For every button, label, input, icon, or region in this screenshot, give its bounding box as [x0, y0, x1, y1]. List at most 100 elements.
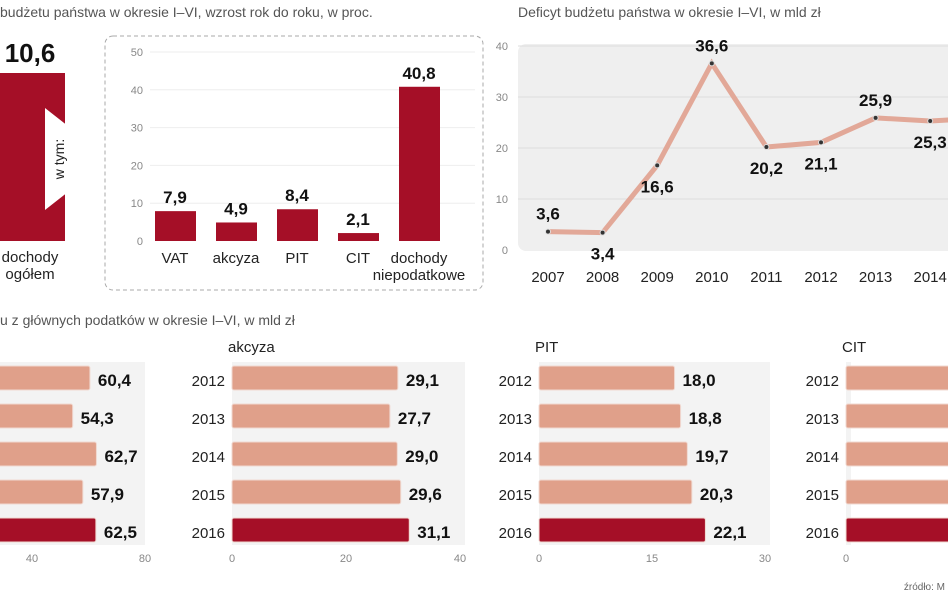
y-tick: 20	[496, 143, 508, 155]
value-label: 29,1	[406, 371, 439, 390]
value-label: 7,9	[163, 188, 187, 207]
taxes-title: u z głównych podatków w okresie I–VI, w …	[0, 312, 296, 328]
value-label: 29,0	[405, 447, 438, 466]
bar-2015	[231, 479, 402, 505]
bar-2013	[845, 403, 948, 429]
bar-2015	[0, 479, 84, 505]
bar-2013	[0, 403, 74, 429]
data-point	[818, 139, 824, 146]
value-label: 60,4	[98, 371, 132, 390]
panel-title: PIT	[535, 339, 558, 356]
y-tick: 30	[496, 92, 508, 104]
value-label: 18,8	[689, 409, 722, 428]
y-tick: 10	[496, 194, 508, 206]
bar-2012	[0, 365, 91, 391]
value-label: 31,1	[417, 523, 450, 542]
year-label: 2014	[192, 449, 225, 466]
panel-title: akcyza	[228, 339, 275, 356]
x-tick: 2009	[641, 269, 674, 286]
category-label: CIT	[346, 250, 370, 267]
x-tick: 80	[139, 553, 151, 565]
year-label: 2014	[499, 449, 532, 466]
year-label: 2012	[499, 373, 532, 390]
source-note: źródło: M	[904, 582, 945, 593]
bar-2015	[538, 479, 693, 505]
value-label: 20,3	[700, 485, 733, 504]
value-label: 16,6	[641, 177, 674, 196]
x-tick: 0	[229, 553, 235, 565]
x-tick: 2013	[859, 269, 892, 286]
year-label: 2015	[806, 487, 839, 504]
arrow-label: w tym:	[51, 139, 67, 180]
value-label: 36,6	[695, 36, 728, 55]
breakdown-box	[104, 35, 484, 291]
total-label: dochody	[2, 249, 59, 266]
bar-2015	[845, 479, 948, 505]
data-point	[708, 60, 715, 67]
value-label: 62,5	[104, 523, 137, 542]
category-label: akcyza	[213, 250, 260, 267]
y-tick: 30	[131, 123, 143, 135]
bar-2014	[0, 441, 97, 467]
category-label: niepodatkowe	[373, 267, 466, 284]
value-label: 22,1	[713, 523, 746, 542]
y-tick: 40	[496, 41, 508, 53]
value-label: 3,4	[591, 245, 615, 264]
year-label: 2013	[806, 411, 839, 428]
value-label: 40,8	[402, 64, 435, 83]
year-label: 2016	[499, 525, 532, 542]
y-tick: 50	[131, 47, 143, 59]
value-label: 19,7	[695, 447, 728, 466]
value-label: 62,7	[104, 447, 137, 466]
value-label: 2,1	[346, 210, 370, 229]
value-label: 18,0	[683, 371, 716, 390]
x-tick: 2007	[531, 269, 564, 286]
year-label: 2012	[806, 373, 839, 390]
category-label: dochody	[391, 250, 448, 267]
x-tick: 2014	[914, 269, 947, 286]
panel-title: CIT	[842, 339, 866, 356]
value-label: 57,9	[91, 485, 124, 504]
value-label: 29,6	[409, 485, 442, 504]
y-tick: 20	[131, 160, 143, 172]
category-label: VAT	[162, 250, 189, 267]
data-point	[763, 143, 770, 150]
x-tick: 0	[536, 553, 542, 565]
data-point	[872, 114, 879, 121]
x-tick: 0	[843, 553, 849, 565]
bar-2012	[231, 365, 399, 391]
year-label: 2013	[499, 411, 532, 428]
x-tick: 15	[646, 553, 658, 565]
bar-2012	[538, 365, 676, 391]
year-label: 2012	[192, 373, 225, 390]
bar-2016	[0, 517, 97, 543]
value-label: 25,3	[914, 133, 947, 152]
year-label: 2013	[192, 411, 225, 428]
data-point	[545, 228, 551, 235]
x-tick: 30	[759, 553, 771, 565]
x-tick: 40	[26, 553, 38, 565]
value-label: 54,3	[81, 409, 114, 428]
bar-CIT	[338, 233, 379, 241]
bar-2016	[231, 517, 410, 543]
value-label: 20,2	[750, 159, 783, 178]
bar-2012	[845, 365, 948, 391]
value-label: 25,9	[859, 91, 892, 110]
bar-VAT	[155, 211, 196, 241]
value-label: 4,9	[224, 199, 248, 218]
y-tick: 40	[131, 85, 143, 97]
year-label: 2016	[192, 525, 225, 542]
x-tick: 2011	[750, 269, 782, 286]
x-tick: 20	[340, 553, 352, 565]
bar-2013	[231, 403, 391, 429]
value-label: 27,7	[398, 409, 431, 428]
deficit-title: Deficyt budżetu państwa w okresie I–VI, …	[518, 4, 822, 20]
x-tick: 2012	[804, 269, 837, 286]
bar-2014	[538, 441, 688, 467]
year-label: 2015	[192, 487, 225, 504]
bar-2014	[845, 441, 948, 467]
bar-2013	[538, 403, 682, 429]
bar-2016	[538, 517, 706, 543]
bar-akcyza	[216, 222, 257, 241]
